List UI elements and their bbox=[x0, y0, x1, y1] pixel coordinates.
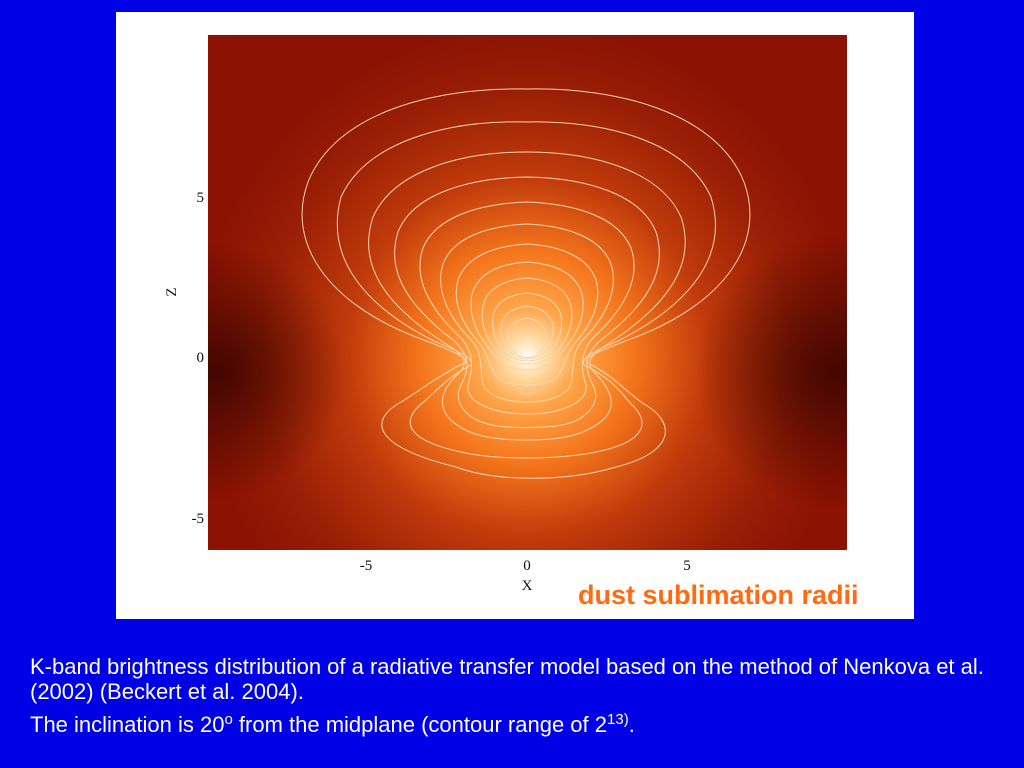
contour-dash-right bbox=[536, 383, 542, 386]
figure-panel: -5 0 5 X 5 0 -5 Z bbox=[116, 12, 914, 619]
degree-superscript: o bbox=[224, 711, 233, 728]
caption-line-1: K-band brightness distribution of a radi… bbox=[30, 654, 984, 704]
exponent-superscript: 13) bbox=[607, 711, 629, 728]
x-tick-label: 5 bbox=[683, 558, 691, 574]
contour-dash-left bbox=[511, 384, 517, 387]
contour-5 bbox=[419, 201, 635, 415]
contour-3 bbox=[368, 151, 686, 441]
contour-4 bbox=[394, 176, 660, 428]
contour-11 bbox=[500, 305, 554, 360]
x-axis-label: X bbox=[522, 578, 533, 594]
caption-contour-text: from the midplane (contour range of 2 bbox=[232, 712, 608, 737]
contour-12 bbox=[507, 317, 547, 358]
brightness-map-figure: -5 0 5 X 5 0 -5 Z bbox=[164, 35, 847, 594]
dust-sublimation-annotation: dust sublimation radii bbox=[578, 580, 859, 610]
caption: K-band brightness distribution of a radi… bbox=[30, 654, 990, 745]
z-tick-label: 5 bbox=[197, 190, 205, 206]
x-tick-label: 0 bbox=[523, 558, 531, 574]
plot-area bbox=[208, 35, 847, 550]
z-tick-label: 0 bbox=[197, 350, 205, 366]
contour-2 bbox=[336, 121, 716, 459]
dark-lane-right bbox=[208, 35, 847, 550]
z-axis-label: Z bbox=[164, 287, 180, 296]
contour-10 bbox=[492, 292, 562, 362]
caption-line-2: The inclination is 20o from the midplane… bbox=[30, 712, 990, 737]
contour-6 bbox=[440, 223, 614, 403]
contour-8 bbox=[470, 261, 584, 371]
contour-small-arc bbox=[518, 391, 536, 395]
contour-7 bbox=[455, 243, 599, 386]
caption-inclination-text: The inclination is 20 bbox=[30, 712, 225, 737]
contour-9 bbox=[481, 277, 573, 365]
z-tick-label: -5 bbox=[192, 511, 205, 527]
caption-end: . bbox=[628, 712, 635, 737]
contour-1 bbox=[301, 88, 751, 479]
x-tick-label: -5 bbox=[360, 558, 373, 574]
contour-lines bbox=[301, 88, 751, 479]
